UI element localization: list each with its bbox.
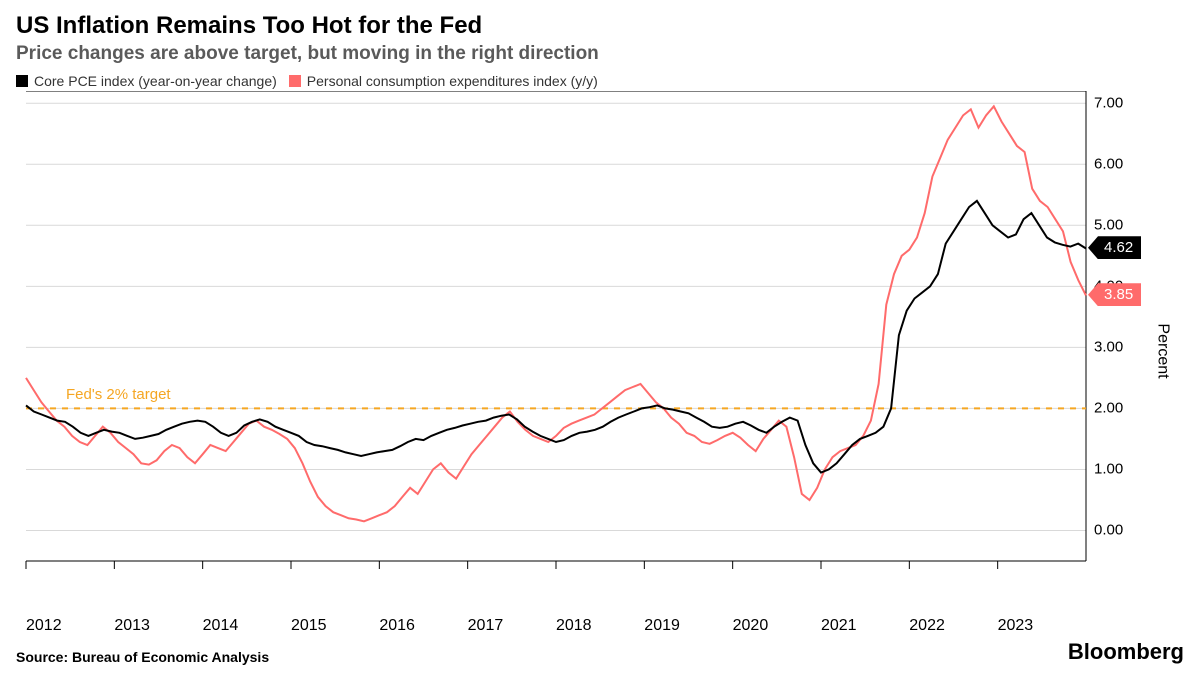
x-tick-label: 2017 <box>468 617 556 635</box>
legend: Core PCE index (year-on-year change) Per… <box>16 73 1184 89</box>
x-tick-label: 2014 <box>203 617 291 635</box>
x-tick-label: 2016 <box>379 617 467 635</box>
legend-item-pce: Personal consumption expenditures index … <box>289 73 598 89</box>
x-tick-label: 2022 <box>909 617 997 635</box>
source-attribution: Source: Bureau of Economic Analysis <box>16 649 269 665</box>
legend-label-pce: Personal consumption expenditures index … <box>307 73 598 89</box>
x-tick-label: 2013 <box>114 617 202 635</box>
x-tick-label: 2021 <box>821 617 909 635</box>
legend-swatch-core <box>16 75 28 87</box>
x-axis-labels: 2012201320142015201620172018201920202021… <box>16 617 1086 635</box>
legend-label-core: Core PCE index (year-on-year change) <box>34 73 277 89</box>
x-tick-label: 2018 <box>556 617 644 635</box>
chart-subtitle: Price changes are above target, but movi… <box>16 43 1184 65</box>
y-tick-label: 2.00 <box>1094 400 1123 417</box>
y-tick-label: 3.00 <box>1094 339 1123 356</box>
target-annotation: Fed's 2% target <box>66 386 171 403</box>
x-tick-label: 2015 <box>291 617 379 635</box>
x-tick-label: 2020 <box>733 617 821 635</box>
line-chart <box>16 91 1176 575</box>
x-tick-label: 2012 <box>26 617 114 635</box>
end-badge-core: 4.62 <box>1088 236 1141 259</box>
end-badge-pce: 3.85 <box>1088 283 1141 306</box>
y-axis-label: Percent <box>1153 323 1171 378</box>
legend-item-core: Core PCE index (year-on-year change) <box>16 73 277 89</box>
y-tick-label: 1.00 <box>1094 461 1123 478</box>
legend-swatch-pce <box>289 75 301 87</box>
chart-title: US Inflation Remains Too Hot for the Fed <box>16 12 1184 41</box>
y-tick-label: 0.00 <box>1094 522 1123 539</box>
chart-area: 0.001.002.003.004.005.006.007.00 Percent… <box>16 91 1184 611</box>
y-tick-label: 6.00 <box>1094 156 1123 173</box>
x-tick-label: 2023 <box>998 617 1086 635</box>
brand-logo: Bloomberg <box>1068 639 1184 665</box>
y-tick-label: 7.00 <box>1094 95 1123 112</box>
y-tick-label: 5.00 <box>1094 217 1123 234</box>
x-tick-label: 2019 <box>644 617 732 635</box>
